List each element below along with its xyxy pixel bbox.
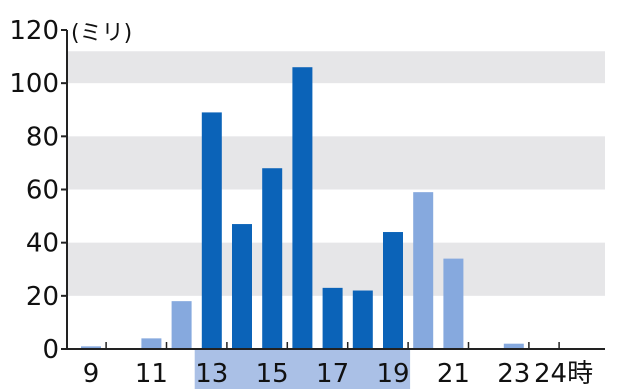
bar-9 [81, 346, 101, 349]
x-tick-label-19: 19 [376, 359, 409, 389]
x-tick-label-24: 24時 [534, 359, 593, 389]
y-tick-label-40: 40 [26, 229, 59, 259]
grid-band [67, 51, 605, 84]
bar-21 [443, 258, 464, 349]
bar-17 [322, 287, 343, 349]
x-tick-label-11: 11 [135, 359, 168, 389]
y-tick-label-120: 120 [9, 16, 59, 46]
bar-13 [201, 112, 222, 350]
y-tick-label-0: 0 [42, 335, 59, 365]
y-tick-label-20: 20 [26, 282, 59, 312]
bar-16 [292, 67, 313, 349]
grid-bands [67, 51, 605, 296]
x-tick-label-15: 15 [256, 359, 289, 389]
bar-15 [262, 168, 283, 349]
y-tick-label-100: 100 [9, 69, 59, 99]
bars [81, 67, 524, 350]
grid-band [67, 136, 605, 190]
bar-23 [503, 343, 524, 349]
bar-19 [383, 232, 403, 349]
x-tick-label-13: 13 [195, 359, 228, 389]
y-axis-ticks: 0 20 40 60 80 100 120 [9, 16, 67, 365]
y-tick-label-80: 80 [26, 122, 59, 152]
bar-20 [413, 192, 434, 349]
x-tick-label-23: 23 [497, 359, 530, 389]
bar-18 [352, 290, 373, 349]
bar-14 [232, 224, 252, 349]
x-axis-ticks: 9 11 13 15 17 19 21 23 24時 [83, 342, 593, 389]
x-tick-label-21: 21 [437, 359, 470, 389]
bar-12 [171, 301, 192, 349]
y-axis-unit-label: (ミリ) [71, 21, 132, 46]
bar-11 [141, 338, 162, 349]
highlighted-period-band [194, 350, 411, 389]
x-tick-label-17: 17 [316, 359, 349, 389]
x-tick-label-9: 9 [83, 359, 100, 389]
grid-band [67, 242, 605, 296]
y-tick-label-60: 60 [26, 176, 59, 206]
